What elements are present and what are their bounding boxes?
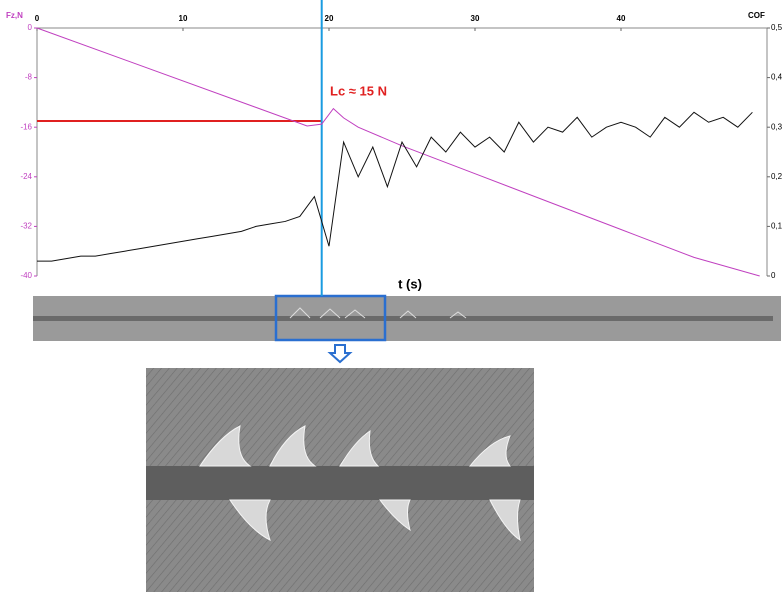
micrograph-zoom	[146, 368, 534, 592]
x-tick-label: 0	[35, 14, 40, 23]
x-tick-label: 10	[179, 14, 188, 23]
y-tick-label: 0	[28, 23, 33, 32]
x-tick-label: 40	[617, 14, 626, 23]
series-line	[36, 27, 760, 277]
y-tick-label: -24	[20, 172, 32, 181]
y-tick-label: -32	[20, 222, 32, 231]
x-tick-label: 30	[471, 14, 480, 23]
y2-axis-label: COF	[748, 11, 765, 20]
y2-tick-label: 0	[771, 271, 776, 280]
y2-tick-label: 0,2	[771, 172, 783, 181]
y-tick-label: -8	[25, 73, 33, 82]
y-tick-label: -16	[20, 122, 32, 131]
y2-tick-label: 0,1	[771, 222, 783, 231]
micrograph-strip	[33, 294, 781, 364]
series-line	[37, 111, 753, 262]
x-axis-label: t (s)	[398, 276, 422, 291]
y2-tick-label: 0,4	[771, 73, 783, 82]
y2-tick-label: 0,3	[771, 122, 783, 131]
y2-tick-label: 0,5	[771, 23, 783, 32]
y-tick-label: -40	[20, 271, 32, 280]
y-axis-label: Fz,N	[6, 11, 23, 20]
x-tick-label: 20	[325, 14, 334, 23]
annotation: Lc ≈ 15 N	[330, 83, 387, 98]
